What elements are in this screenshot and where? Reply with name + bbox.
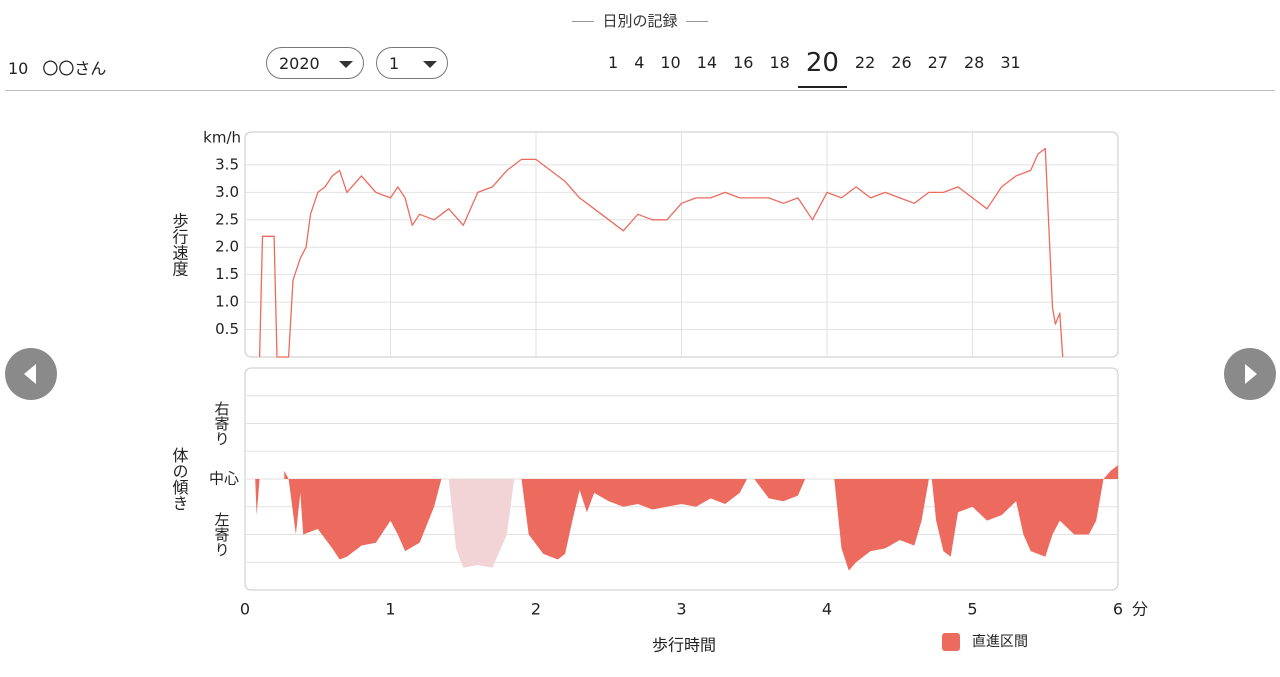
next-icon xyxy=(1245,364,1257,384)
x-tick-label: 3 xyxy=(676,600,686,619)
day-tab[interactable]: 10 xyxy=(660,53,681,72)
day-tab[interactable]: 20 xyxy=(797,48,847,88)
day-tab[interactable]: 28 xyxy=(963,53,985,72)
y-tick-label: 2.5 xyxy=(215,210,239,228)
day-tab[interactable]: 4 xyxy=(634,53,645,72)
day-tab[interactable]: 14 xyxy=(696,53,718,72)
x-axis-title: 歩行時間 xyxy=(652,636,716,655)
year-value: 2020 xyxy=(279,54,320,73)
page-title-row: 日別の記録 xyxy=(0,10,1280,31)
day-tab[interactable]: 22 xyxy=(854,53,876,72)
y-unit: km/h xyxy=(203,129,241,147)
day-tab[interactable]: 26 xyxy=(891,53,912,72)
y-tick-label: 1.5 xyxy=(215,265,239,283)
x-tick-label: 6 xyxy=(1113,600,1123,619)
x-tick-label: 1 xyxy=(385,600,395,619)
lean-area xyxy=(448,479,515,568)
prev-button[interactable] xyxy=(5,348,57,400)
y-tick-label: 3.5 xyxy=(215,155,239,173)
y-tick-label: 3.0 xyxy=(215,183,239,201)
lean-area xyxy=(255,465,1118,571)
x-tick-label: 2 xyxy=(531,600,541,619)
speed-line xyxy=(258,147,1064,358)
next-button[interactable] xyxy=(1224,348,1276,400)
prev-icon xyxy=(24,364,36,384)
day-tab[interactable]: 31 xyxy=(1000,53,1021,72)
y-tick-label: 右寄り xyxy=(213,401,231,446)
legend-swatch xyxy=(942,633,960,651)
x-tick-label: 5 xyxy=(967,600,977,619)
user-id: 10 xyxy=(8,59,29,78)
month-value: 1 xyxy=(389,54,400,73)
legend-label: 直進区間 xyxy=(972,634,1028,650)
y-tick-label: 中心 xyxy=(209,470,239,488)
x-unit: 分 xyxy=(1132,600,1148,619)
year-select[interactable]: 2020 xyxy=(266,47,364,79)
divider xyxy=(5,90,1275,91)
day-tabs: 1 4 10 14 16 18 20 22 26 27 28 31 xyxy=(600,48,1029,88)
day-tab[interactable]: 18 xyxy=(769,53,790,72)
y-axis-title: 体の傾き xyxy=(170,447,189,511)
page-title: 日別の記録 xyxy=(602,12,678,30)
day-tab[interactable]: 1 xyxy=(608,53,619,72)
y-tick-label: 1.0 xyxy=(215,293,239,311)
y-tick-label: 0.5 xyxy=(215,320,239,338)
user-name: 〇〇さん xyxy=(42,59,107,78)
day-tab[interactable]: 27 xyxy=(927,53,948,72)
day-tab[interactable]: 16 xyxy=(733,53,754,72)
y-tick-label: 2.0 xyxy=(215,238,239,256)
y-tick-label: 左寄り xyxy=(213,512,231,557)
y-axis-title: 歩行速度 xyxy=(170,213,189,277)
x-tick-label: 4 xyxy=(822,600,832,619)
month-select[interactable]: 1 xyxy=(376,47,448,79)
user-info: 10 〇〇さん xyxy=(8,55,120,79)
x-tick-label: 0 xyxy=(240,600,250,619)
